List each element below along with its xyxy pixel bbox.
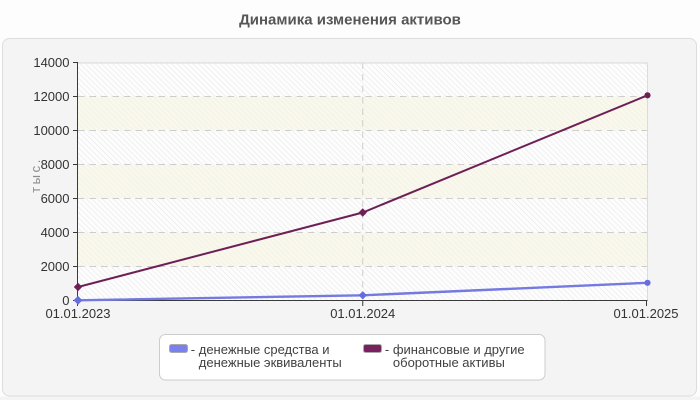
svg-text:01.01.2025: 01.01.2025 xyxy=(613,306,678,321)
svg-text:- финансовые и другие: - финансовые и другие xyxy=(385,342,525,357)
svg-text:- денежные средства и: - денежные средства и xyxy=(191,342,330,357)
svg-text:8000: 8000 xyxy=(41,157,70,172)
svg-text:14000: 14000 xyxy=(33,55,69,70)
svg-text:12000: 12000 xyxy=(33,89,69,104)
svg-text:6000: 6000 xyxy=(41,191,70,206)
svg-text:0: 0 xyxy=(62,293,69,308)
svg-text:01.01.2023: 01.01.2023 xyxy=(45,306,110,321)
svg-text:4000: 4000 xyxy=(41,225,70,240)
svg-text:01.01.2024: 01.01.2024 xyxy=(330,306,395,321)
svg-text:Динамика изменения активов: Динамика изменения активов xyxy=(239,12,461,29)
svg-text:оборотные активы: оборотные активы xyxy=(393,355,505,370)
svg-text:денежные эквиваленты: денежные эквиваленты xyxy=(199,355,342,370)
svg-text:тыс.: тыс. xyxy=(28,157,43,193)
svg-text:10000: 10000 xyxy=(33,123,69,138)
svg-text:2000: 2000 xyxy=(41,259,70,274)
